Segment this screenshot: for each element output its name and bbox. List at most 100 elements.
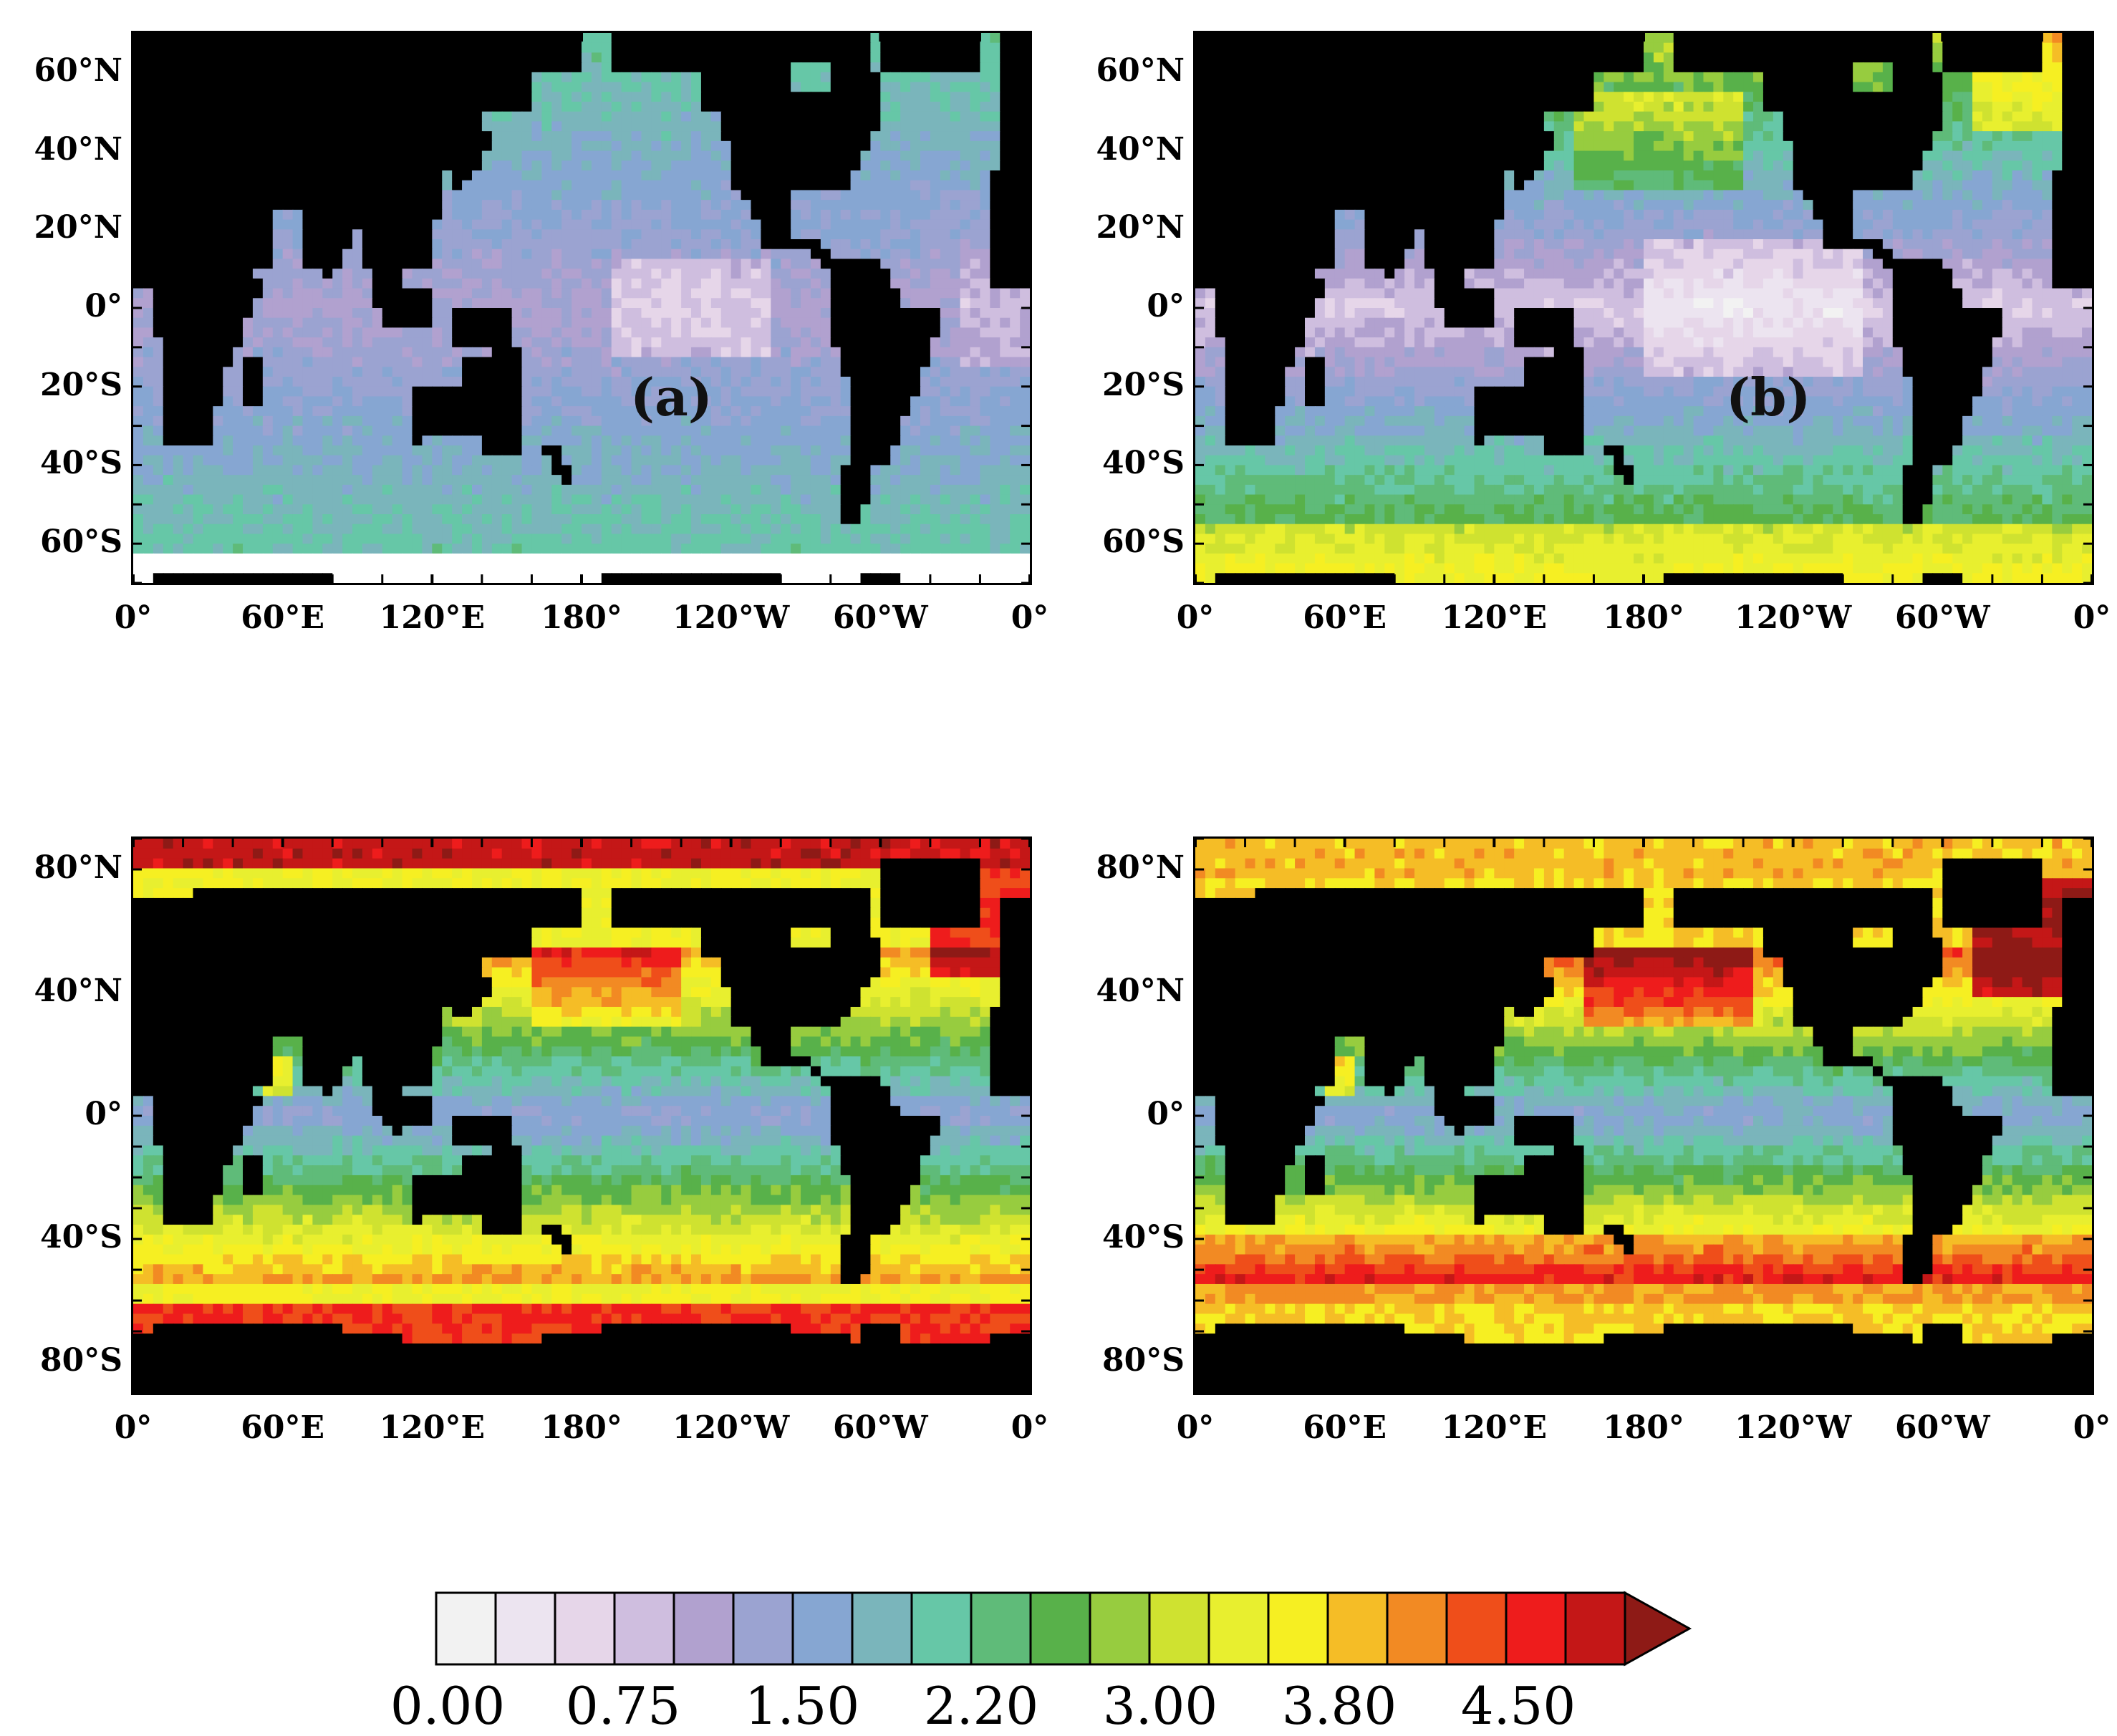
map-cell xyxy=(801,544,811,554)
map-cell xyxy=(721,141,732,152)
map-cell xyxy=(452,249,463,260)
map-cell xyxy=(582,279,592,289)
map-cell xyxy=(582,131,592,142)
map-cell xyxy=(153,435,164,446)
map-cell xyxy=(741,524,752,535)
map-cell xyxy=(1010,239,1021,250)
map-cell xyxy=(861,445,872,456)
map-cell xyxy=(880,475,891,486)
map-cell xyxy=(751,465,761,476)
map-cell xyxy=(243,485,254,496)
map-cell xyxy=(551,279,562,289)
map-cell xyxy=(741,495,752,506)
map-cell xyxy=(572,534,582,544)
map-cell xyxy=(781,180,791,191)
map-cell xyxy=(970,82,981,93)
map-cell xyxy=(990,504,1000,515)
map-cell xyxy=(342,347,353,358)
map-cell xyxy=(413,357,423,368)
map-cell xyxy=(263,524,274,535)
map-cell xyxy=(1010,406,1021,417)
map-cell xyxy=(551,573,562,583)
map-cell xyxy=(622,455,632,466)
map-cell xyxy=(482,72,493,83)
map-cell xyxy=(831,82,842,93)
map-cell xyxy=(502,327,513,338)
map-cell xyxy=(661,564,672,574)
map-cell xyxy=(721,357,732,368)
map-cell xyxy=(661,357,672,368)
map-cell xyxy=(253,387,264,397)
map-cell xyxy=(671,564,682,574)
map-cell xyxy=(731,406,742,417)
map-cell xyxy=(133,327,144,338)
map-cell xyxy=(691,465,702,476)
map-cell xyxy=(422,308,433,319)
map-cell xyxy=(1000,347,1011,358)
map-cell xyxy=(462,445,473,456)
map-cell xyxy=(233,210,243,221)
map-cell xyxy=(1020,475,1030,486)
map-cell xyxy=(382,239,393,250)
map-cell xyxy=(193,141,203,152)
map-cell xyxy=(203,170,213,181)
map-cell xyxy=(691,259,702,269)
map-cell xyxy=(851,72,862,83)
map-cell xyxy=(960,131,971,142)
map-cell xyxy=(900,121,911,132)
map-cell xyxy=(671,82,682,93)
map-cell xyxy=(342,269,353,279)
map-cell xyxy=(482,406,493,417)
map-cell xyxy=(332,52,343,63)
map-cell xyxy=(612,455,622,466)
map-cell xyxy=(432,504,443,515)
map-cell xyxy=(163,445,174,456)
map-cell xyxy=(920,445,931,456)
map-cell xyxy=(561,426,572,437)
map-cell xyxy=(612,524,622,535)
map-cell xyxy=(561,229,572,240)
map-cell xyxy=(622,564,632,574)
map-cell xyxy=(482,416,493,427)
map-cell xyxy=(1020,160,1030,171)
map-cell xyxy=(502,239,513,250)
map-cell xyxy=(531,357,542,368)
map-cell xyxy=(472,554,483,564)
map-cell xyxy=(592,131,602,142)
map-cell xyxy=(432,269,443,279)
map-cell xyxy=(880,435,891,446)
map-cell xyxy=(612,554,622,564)
map-cell xyxy=(861,455,872,466)
map-cell xyxy=(512,337,523,348)
map-cell xyxy=(452,573,463,583)
map-cell xyxy=(143,220,154,231)
map-cell xyxy=(522,337,533,348)
map-cell xyxy=(861,102,872,112)
map-cell xyxy=(243,112,254,122)
map-cell xyxy=(233,180,243,191)
map-cell xyxy=(930,43,941,54)
map-cell xyxy=(661,514,672,525)
map-cell xyxy=(522,72,533,83)
map-cell xyxy=(831,318,842,329)
map-cell xyxy=(362,220,373,231)
map-cell xyxy=(273,180,284,191)
map-cell xyxy=(960,121,971,132)
map-cell xyxy=(143,327,154,338)
map-cell xyxy=(561,72,572,83)
map-cell xyxy=(651,298,662,309)
map-cell xyxy=(193,514,203,525)
map-cell xyxy=(761,544,771,554)
map-cell xyxy=(791,524,801,535)
map-cell xyxy=(462,279,473,289)
map-cell xyxy=(582,475,592,486)
map-cell xyxy=(970,131,981,142)
map-cell xyxy=(312,160,323,171)
map-cell xyxy=(362,180,373,191)
map-cell xyxy=(801,289,811,299)
map-cell xyxy=(372,269,383,279)
map-cell xyxy=(910,121,921,132)
map-cell xyxy=(890,327,901,338)
map-cell xyxy=(283,504,294,515)
map-cell xyxy=(352,544,363,554)
